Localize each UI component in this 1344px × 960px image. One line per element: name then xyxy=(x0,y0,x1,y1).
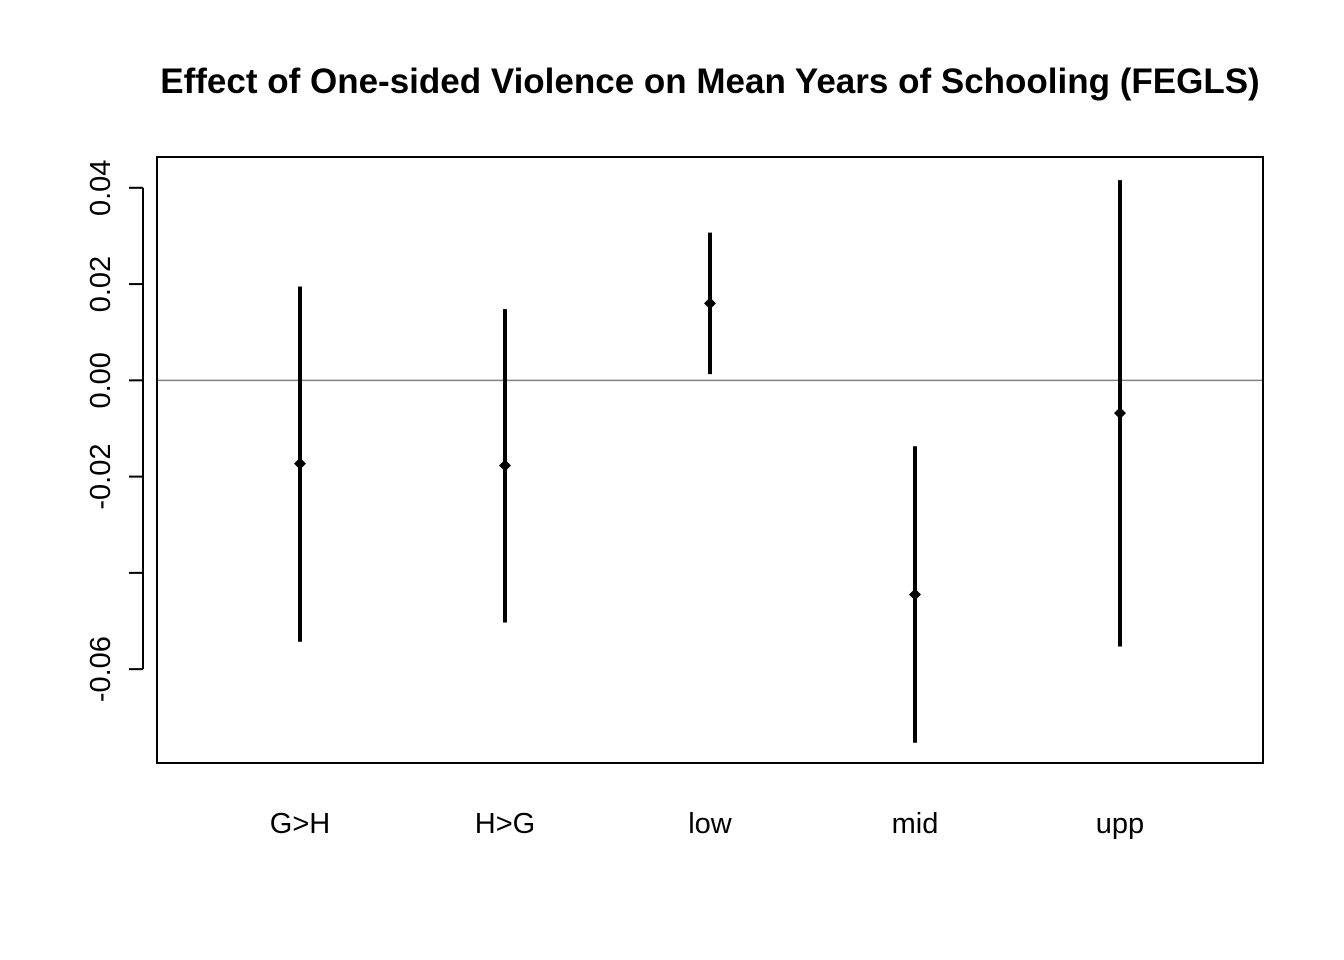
y-tick-label: -0.06 xyxy=(85,636,117,702)
x-tick-label: H>G xyxy=(475,808,535,840)
plot-frame xyxy=(156,156,1264,764)
point-estimate xyxy=(704,297,716,310)
point-estimate xyxy=(909,588,921,601)
point-estimate xyxy=(1114,407,1126,420)
point-estimate xyxy=(499,459,511,472)
x-tick-label: G>H xyxy=(270,808,330,840)
y-tick-label: 0.04 xyxy=(85,160,117,216)
y-tick-label: 0.02 xyxy=(85,256,117,312)
point-estimate xyxy=(294,457,306,470)
x-tick-label: mid xyxy=(892,808,939,840)
plot-area xyxy=(157,180,1263,743)
chart-title: Effect of One-sided Violence on Mean Yea… xyxy=(160,62,1259,101)
y-tick-label: 0.00 xyxy=(85,352,117,408)
x-tick-label: low xyxy=(688,808,733,840)
y-tick-label: -0.02 xyxy=(85,444,117,510)
x-tick-label: upp xyxy=(1096,808,1144,840)
y-axis: -0.06 -0.02 0.00 0.02 0.04 xyxy=(85,160,144,702)
x-axis: G>H H>G low mid upp xyxy=(270,808,1144,840)
